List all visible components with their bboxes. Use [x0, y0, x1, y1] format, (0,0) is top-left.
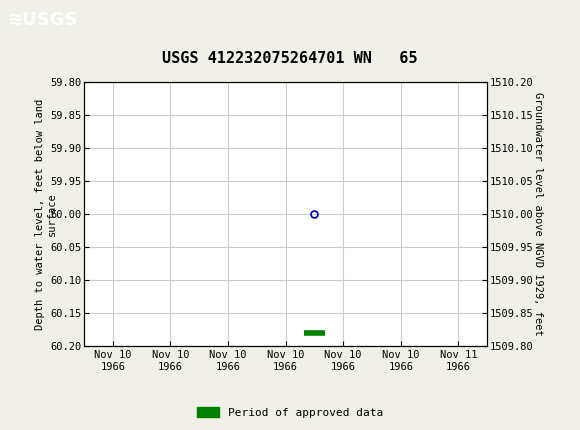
Legend: Period of approved data: Period of approved data	[193, 403, 387, 422]
Text: ≋USGS: ≋USGS	[8, 11, 78, 29]
Y-axis label: Depth to water level, feet below land
surface: Depth to water level, feet below land su…	[35, 98, 57, 329]
Y-axis label: Groundwater level above NGVD 1929, feet: Groundwater level above NGVD 1929, feet	[533, 92, 543, 336]
Text: USGS 412232075264701 WN   65: USGS 412232075264701 WN 65	[162, 51, 418, 65]
